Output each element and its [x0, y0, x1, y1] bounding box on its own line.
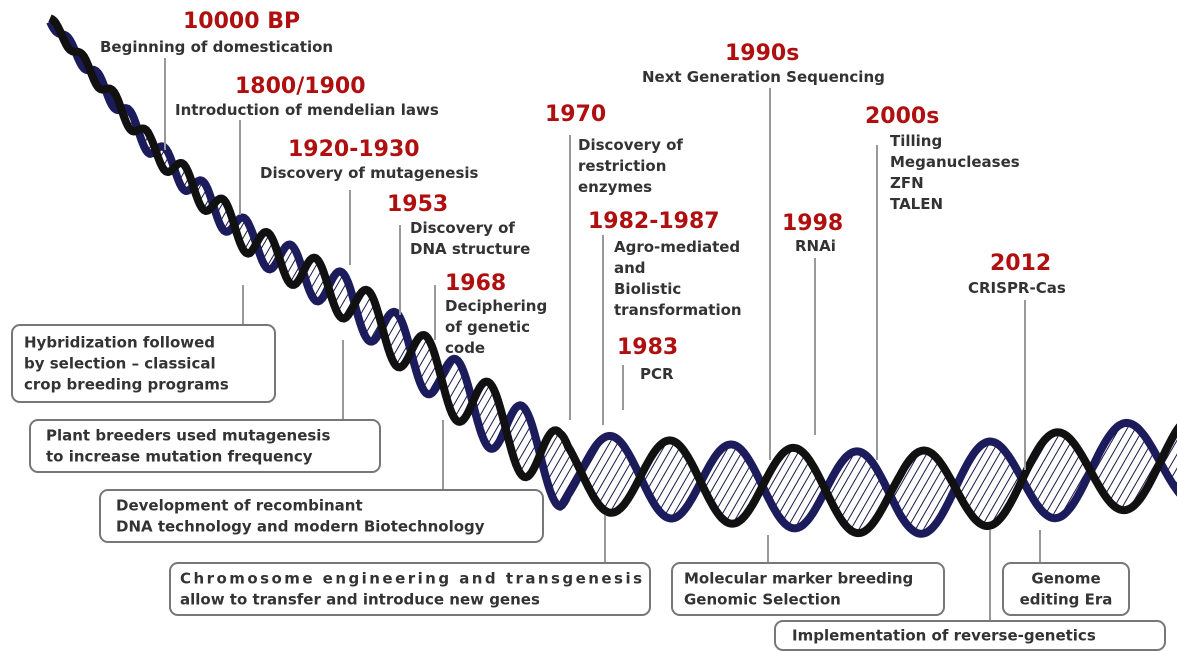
event-year: 1800/1900 [235, 74, 366, 99]
event-label: Agro-mediated [614, 238, 740, 256]
era-label: by selection – classical [24, 355, 216, 373]
page: { "events": [ {"year": "10000 BP", "line… [0, 0, 1177, 651]
event-year: 1990s [725, 41, 799, 66]
era-label: editing Era [1020, 591, 1113, 609]
event-label: transformation [614, 301, 742, 319]
era-label: Plant breeders used mutagenesis [46, 427, 330, 445]
event-year: 1970 [545, 102, 606, 127]
era-label: Hybridization followed [24, 334, 215, 352]
event-label: PCR [640, 365, 674, 383]
event-label: DNA structure [410, 240, 530, 258]
event-year: 1920-1930 [288, 137, 420, 162]
event-year: 1982-1987 [588, 209, 720, 234]
era-label: Implementation of reverse-genetics [792, 627, 1096, 645]
event-year: 2000s [865, 104, 939, 129]
event-label: and [614, 259, 646, 277]
era-label: Genome [1031, 570, 1100, 588]
event-label: Discovery of [578, 136, 683, 154]
event-year: 1968 [445, 271, 506, 296]
event-label: Tilling [890, 132, 942, 150]
era-label: Chromosome engineering and transgenesis [180, 570, 642, 588]
era-label: to increase mutation frequency [46, 448, 313, 466]
event-label: Next Generation Sequencing [642, 68, 885, 86]
labels: 10000 BP Beginning of domestication 1800/1… [12, 9, 1165, 650]
event-label: Biolistic [614, 280, 681, 298]
event-year: 1998 [782, 211, 843, 236]
event-label: CRISPR-Cas [968, 279, 1066, 297]
event-label: Discovery of [410, 219, 515, 237]
era-label: allow to transfer and introduce new gene… [180, 591, 540, 609]
event-label: TALEN [890, 195, 943, 213]
era-label: Development of recombinant [116, 497, 363, 515]
era-label: crop breeding programs [24, 376, 229, 394]
event-label: Introduction of mendelian laws [175, 101, 439, 119]
event-year: 1983 [617, 335, 678, 360]
event-label: restriction [578, 157, 666, 175]
event-year: 1953 [387, 192, 448, 217]
era-label: DNA technology and modern Biotechnology [116, 518, 485, 536]
event-label: of genetic [445, 318, 530, 336]
event-label: Meganucleases [890, 153, 1020, 171]
era-label: Genomic Selection [684, 591, 841, 609]
event-label: code [445, 339, 485, 357]
event-year: 10000 BP [183, 9, 300, 34]
event-label: RNAi [795, 237, 836, 255]
event-label: Deciphering [445, 297, 547, 315]
timeline-diagram: 10000 BP Beginning of domestication 1800/1… [0, 0, 1177, 651]
event-label: enzymes [578, 178, 652, 196]
event-label: Beginning of domestication [100, 38, 333, 56]
event-label: ZFN [890, 174, 924, 192]
era-label: Molecular marker breeding [684, 570, 913, 588]
event-year: 2012 [990, 251, 1051, 276]
event-label: Discovery of mutagenesis [260, 164, 479, 182]
